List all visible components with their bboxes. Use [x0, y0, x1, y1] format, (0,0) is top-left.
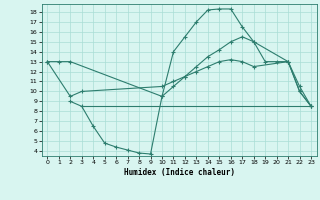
X-axis label: Humidex (Indice chaleur): Humidex (Indice chaleur)	[124, 168, 235, 177]
